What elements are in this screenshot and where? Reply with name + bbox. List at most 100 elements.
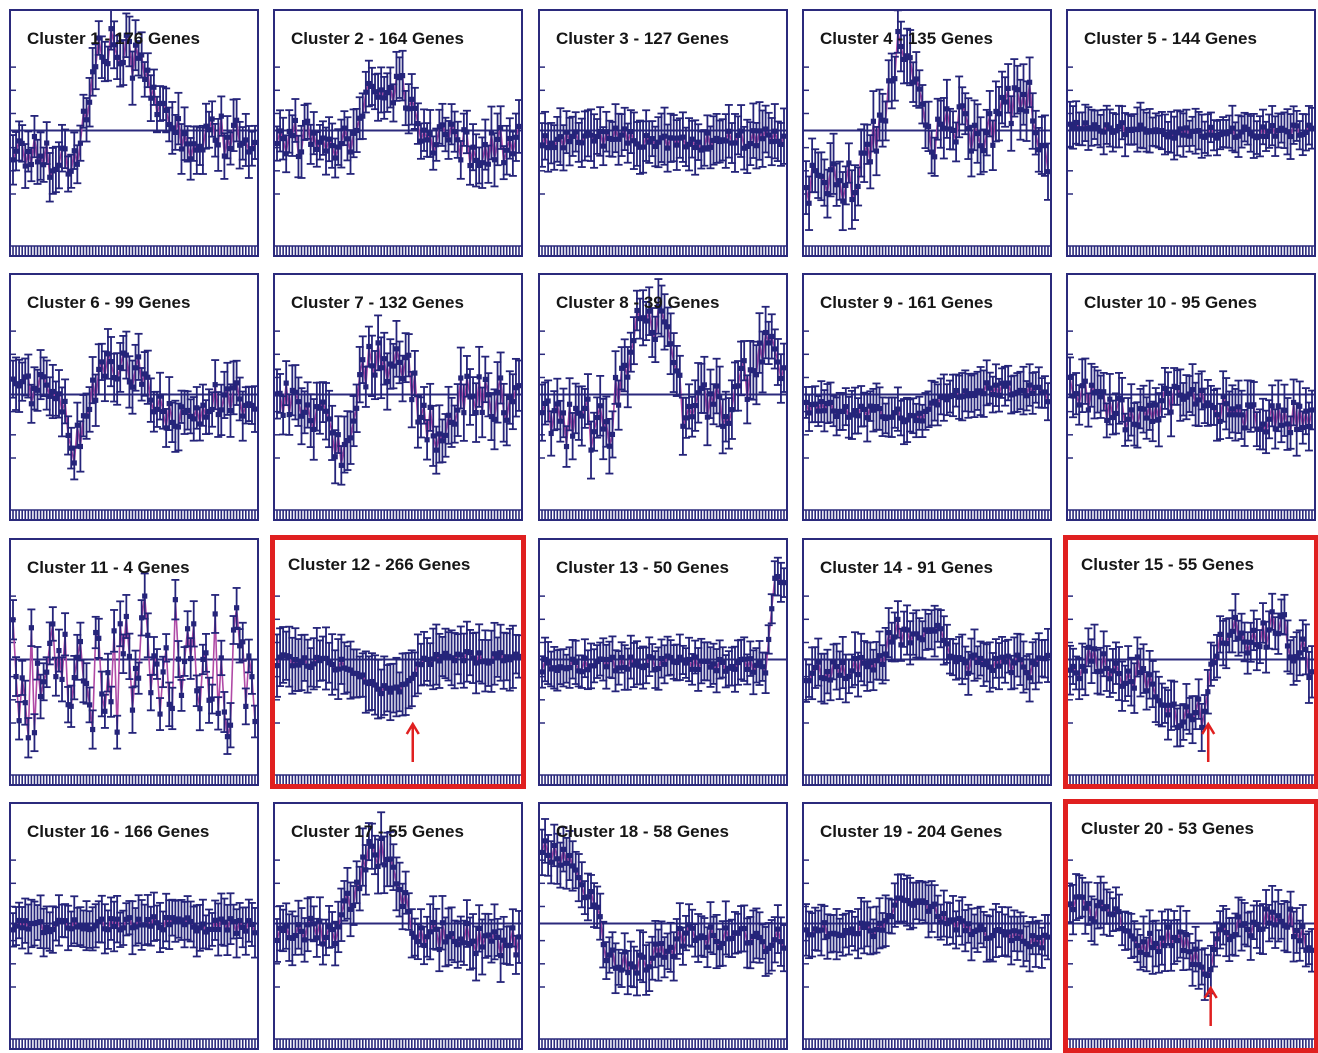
- data-point: [516, 383, 521, 388]
- data-point: [616, 665, 621, 670]
- data-point: [170, 125, 175, 130]
- data-point: [828, 677, 833, 682]
- data-point: [323, 935, 328, 940]
- data-point: [1270, 609, 1275, 614]
- data-point: [573, 129, 578, 134]
- data-point: [778, 376, 783, 381]
- data-point: [859, 655, 864, 660]
- data-point: [1224, 641, 1229, 646]
- data-point: [555, 856, 560, 861]
- data-point: [32, 134, 37, 139]
- data-point: [161, 409, 166, 414]
- data-point: [886, 630, 891, 635]
- data-point: [210, 116, 215, 121]
- data-point: [1123, 427, 1128, 432]
- data-point: [200, 921, 205, 926]
- data-point: [742, 657, 747, 662]
- data-point: [23, 700, 28, 705]
- data-point: [690, 667, 695, 672]
- data-point: [72, 460, 77, 465]
- data-point: [1263, 134, 1268, 139]
- data-point: [990, 933, 995, 938]
- data-point: [686, 142, 691, 147]
- data-point: [567, 853, 572, 858]
- data-point: [391, 363, 396, 368]
- data-point: [249, 674, 254, 679]
- data-point: [191, 141, 196, 146]
- data-point: [883, 918, 888, 923]
- data-point: [987, 386, 992, 391]
- data-point: [1263, 645, 1268, 650]
- cluster-panel-20: Cluster 20 - 53 Genes: [1063, 799, 1318, 1053]
- data-point: [1086, 645, 1091, 650]
- data-point: [75, 423, 80, 428]
- data-point: [1150, 681, 1155, 686]
- data-point: [513, 135, 518, 140]
- data-point: [495, 390, 500, 395]
- data-point: [354, 406, 359, 411]
- data-point: [613, 126, 618, 131]
- data-point: [336, 924, 341, 929]
- data-point: [480, 410, 485, 415]
- data-point: [944, 106, 949, 111]
- data-point: [781, 134, 786, 139]
- data-point: [763, 670, 768, 675]
- data-point: [342, 126, 347, 131]
- data-point: [1009, 938, 1014, 943]
- data-point: [634, 308, 639, 313]
- data-point: [397, 360, 402, 365]
- data-point: [225, 734, 230, 739]
- data-point: [62, 399, 67, 404]
- data-point: [711, 402, 716, 407]
- data-point: [1239, 631, 1244, 636]
- data-point: [981, 391, 986, 396]
- data-point: [225, 927, 230, 932]
- data-point: [108, 699, 113, 704]
- data-point: [935, 402, 940, 407]
- data-point: [1260, 422, 1265, 427]
- data-point: [889, 639, 894, 644]
- data-point: [142, 593, 147, 598]
- data-point: [124, 33, 129, 38]
- data-point: [745, 397, 750, 402]
- data-point: [892, 903, 897, 908]
- data-point: [461, 658, 466, 663]
- cluster-panel-14: Cluster 14 - 91 Genes: [802, 538, 1052, 786]
- data-point: [397, 887, 402, 892]
- data-point: [708, 925, 713, 930]
- data-point: [357, 372, 362, 377]
- data-point: [397, 689, 402, 694]
- data-point: [510, 925, 515, 930]
- cluster-plot: [275, 540, 521, 784]
- data-point: [108, 359, 113, 364]
- data-point: [182, 659, 187, 664]
- data-point: [650, 136, 655, 141]
- data-point: [972, 393, 977, 398]
- data-point: [1159, 936, 1164, 941]
- cluster-panel-19: Cluster 19 - 204 Genes: [802, 802, 1052, 1050]
- data-point: [136, 676, 141, 681]
- data-point: [628, 655, 633, 660]
- data-point: [483, 142, 488, 147]
- data-point: [320, 135, 325, 140]
- data-point: [644, 318, 649, 323]
- data-point: [96, 35, 101, 40]
- data-point: [1033, 662, 1038, 667]
- data-point: [210, 927, 215, 932]
- data-point: [1129, 679, 1134, 684]
- data-point: [336, 432, 341, 437]
- data-point: [161, 927, 166, 932]
- data-point: [41, 930, 46, 935]
- data-point: [840, 409, 845, 414]
- data-point: [1285, 421, 1290, 426]
- data-point: [1015, 936, 1020, 941]
- data-point: [1227, 412, 1232, 417]
- data-point: [130, 76, 135, 81]
- data-point: [1024, 670, 1029, 675]
- data-point: [78, 444, 83, 449]
- data-point: [754, 372, 759, 377]
- data-point: [843, 183, 848, 188]
- data-point: [406, 353, 411, 358]
- data-point: [203, 650, 208, 655]
- data-point: [540, 669, 545, 674]
